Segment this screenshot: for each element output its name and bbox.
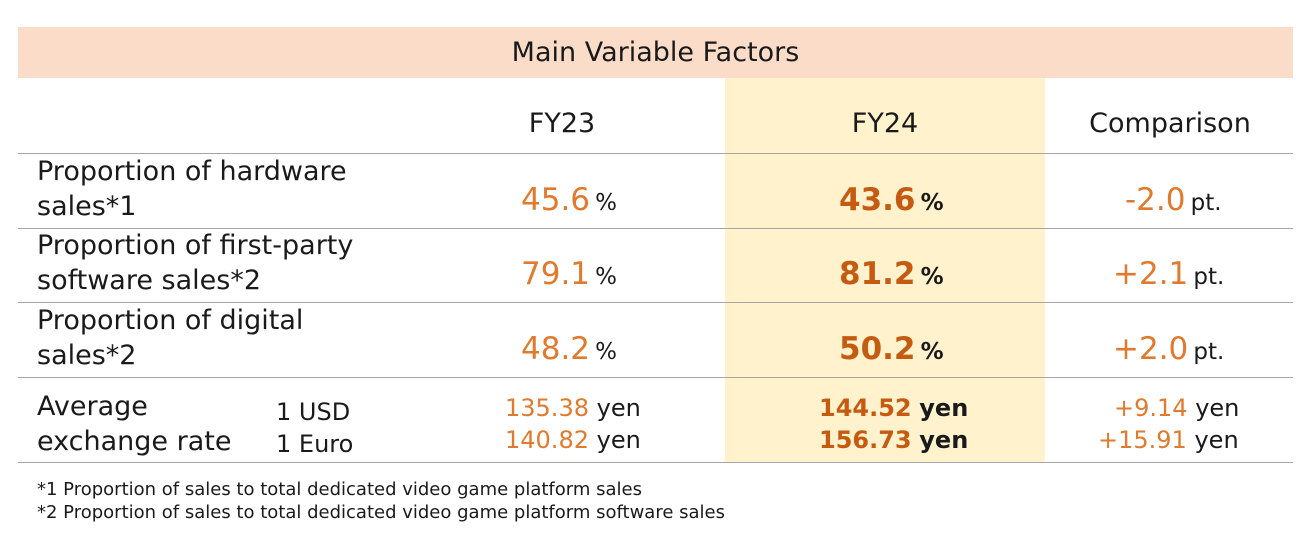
row-label: Average exchange rate <box>37 391 232 457</box>
currency-usd: 1 USD <box>276 398 351 426</box>
fy23-usd-rate: 135.38 yen <box>505 394 641 422</box>
comparison-usd-rate: +9.14 yen <box>1114 394 1240 422</box>
row-label: Proportion of first-party software sales… <box>37 230 354 296</box>
comparison-value: -2.0 pt. <box>1125 182 1222 218</box>
row-divider <box>18 302 1293 303</box>
footnote-2: *2 Proportion of sales to total dedicate… <box>37 502 725 523</box>
column-header-fy23: FY23 <box>528 108 596 139</box>
row-label: Proportion of digital sales*2 <box>37 305 304 371</box>
comparison-euro-rate: +15.91 yen <box>1098 426 1239 454</box>
row-divider <box>18 228 1293 229</box>
table-title: Main Variable Factors <box>18 27 1293 78</box>
row-label: Proportion of hardware sales*1 <box>37 156 347 222</box>
fy24-value: 50.2 % <box>839 331 944 367</box>
footnote-1: *1 Proportion of sales to total dedicate… <box>37 479 642 500</box>
column-header-comparison: Comparison <box>1089 108 1251 139</box>
fy23-value: 48.2 % <box>521 331 617 367</box>
comparison-value: +2.0 pt. <box>1113 331 1225 367</box>
fy23-euro-rate: 140.82 yen <box>505 426 641 454</box>
column-header-fy24: FY24 <box>851 108 919 139</box>
fy24-highlight-column <box>725 78 1045 463</box>
fy24-value: 81.2 % <box>839 256 944 292</box>
row-divider <box>18 377 1293 378</box>
fy23-value: 45.6 % <box>521 182 617 218</box>
row-divider <box>18 153 1293 154</box>
comparison-value: +2.1 pt. <box>1113 256 1225 292</box>
currency-euro: 1 Euro <box>276 430 354 458</box>
fy24-value: 43.6 % <box>839 182 944 218</box>
fy24-usd-rate: 144.52 yen <box>819 394 969 422</box>
row-divider <box>18 462 1293 463</box>
fy23-value: 79.1 % <box>521 256 617 292</box>
fy24-euro-rate: 156.73 yen <box>819 426 969 454</box>
